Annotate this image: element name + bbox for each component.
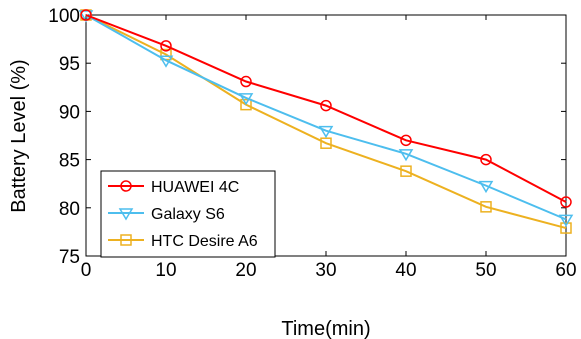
series-line xyxy=(85,14,567,230)
data-point xyxy=(478,180,494,194)
data-point xyxy=(560,222,572,234)
data-point xyxy=(238,93,254,106)
x-tick-label: 40 xyxy=(395,260,416,281)
x-tick-label: 10 xyxy=(155,260,176,281)
data-point xyxy=(118,208,134,221)
data-point xyxy=(240,98,252,111)
data-point xyxy=(558,214,574,227)
y-tick-label: 75 xyxy=(59,247,80,268)
series-huawei-4c xyxy=(80,9,572,208)
series-line xyxy=(85,14,567,203)
series-layer xyxy=(78,9,574,234)
x-tick-label: 0 xyxy=(81,260,92,281)
data-point xyxy=(158,55,174,68)
legend-label: HUAWEI 4C xyxy=(151,179,239,196)
data-point xyxy=(318,125,334,139)
y-tick-label: 90 xyxy=(59,102,80,123)
data-point xyxy=(320,99,332,112)
axis-ticks: 0 10 20 30 40 50 60 75 80 85 90 95 100 xyxy=(48,6,576,281)
x-axis-title: Time(min) xyxy=(281,318,370,339)
y-axis-title: Battery Level (%) xyxy=(8,59,30,212)
legend-item-huawei-4c: HUAWEI 4C xyxy=(108,179,239,196)
y-tick-label: 95 xyxy=(59,54,80,75)
x-tick-label: 20 xyxy=(235,260,256,281)
y-tick-label: 100 xyxy=(48,6,80,27)
legend-item-galaxy-s6: Galaxy S6 xyxy=(108,206,225,223)
legend: HUAWEI 4C Galaxy S6 HTC Desire A6 xyxy=(100,170,276,258)
data-point xyxy=(560,196,572,208)
legend-label: Galaxy S6 xyxy=(151,206,225,223)
data-point xyxy=(480,201,492,213)
x-tick-label: 60 xyxy=(555,260,576,281)
y-tick-label: 80 xyxy=(59,199,80,220)
series-galaxy-s6 xyxy=(78,10,574,227)
data-point xyxy=(240,75,252,88)
data-point xyxy=(80,9,92,21)
x-tick-label: 50 xyxy=(475,260,496,281)
x-tick-label: 30 xyxy=(315,260,336,281)
data-point xyxy=(400,134,412,147)
legend-item-htc-desire-a6: HTC Desire A6 xyxy=(108,233,258,250)
data-point xyxy=(320,137,332,149)
y-tick-label: 85 xyxy=(59,151,80,172)
data-point xyxy=(160,40,172,52)
series-line xyxy=(85,14,567,221)
data-point xyxy=(480,153,492,166)
legend-label: HTC Desire A6 xyxy=(151,233,258,250)
data-point xyxy=(120,180,132,192)
data-point xyxy=(398,149,414,162)
data-point xyxy=(400,165,412,177)
data-point xyxy=(120,234,132,246)
